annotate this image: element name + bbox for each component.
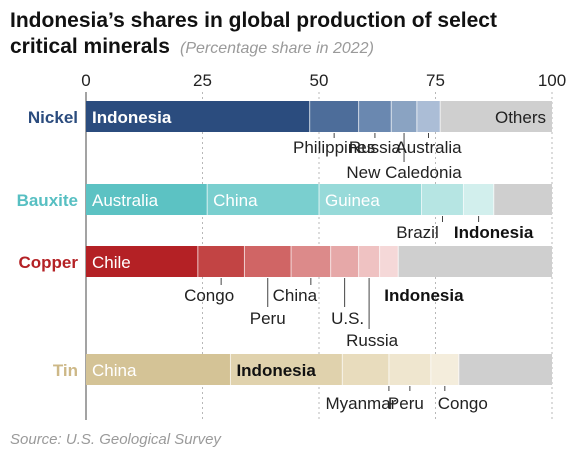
chart-title-line2: critical minerals: [10, 35, 170, 58]
bar-segment-nickel-russia: [358, 101, 392, 132]
chart-subtitle: (Percentage share in 2022): [180, 40, 374, 57]
bar-segment-tin-indonesia: [230, 354, 343, 385]
segment-label-bauxite-guinea: Guinea: [325, 191, 380, 210]
x-tick-labels: 0 25 50 75 100: [81, 71, 566, 90]
bar-segment-bauxite-others: [493, 184, 552, 215]
bar-segment-copper-indonesia: [379, 246, 399, 277]
bar-segment-copper-u-s: [330, 246, 359, 277]
callout-label-copper-congo: Congo: [184, 286, 234, 305]
bar-segment-tin-others: [458, 354, 552, 385]
callout-label-copper-russia: Russia: [346, 331, 399, 350]
bar-segment-nickel-new-caledonia: [391, 101, 417, 132]
bars: [86, 101, 552, 385]
segment-label-tin-china: China: [92, 361, 137, 380]
segment-label-bauxite-china: China: [213, 191, 258, 210]
bar-segment-bauxite-china: [207, 184, 319, 215]
segment-label-nickel-others: Others: [495, 108, 546, 127]
bar-segment-copper-russia: [358, 246, 380, 277]
callout-label-copper-peru: Peru: [250, 309, 286, 328]
x-tick-label-25: 25: [193, 71, 212, 90]
callout-label-copper-indonesia: Indonesia: [384, 286, 464, 305]
callout-label-nickel-new-caledonia: New Caledonia: [346, 163, 462, 182]
callout-label-tin-congo: Congo: [438, 394, 488, 413]
bar-segment-copper-peru: [244, 246, 292, 277]
source-note: Source: U.S. Geological Survey: [10, 431, 222, 448]
bar-segment-bauxite-guinea: [319, 184, 422, 215]
x-tick-label-0: 0: [81, 71, 90, 90]
chart-title-line1: Indonesia’s shares in global production …: [10, 9, 497, 32]
category-label-copper: Copper: [19, 253, 79, 272]
bar-segment-copper-china: [291, 246, 331, 277]
x-tick-label-100: 100: [538, 71, 566, 90]
bar-segment-nickel-indonesia: [86, 101, 310, 132]
bar-segment-tin-myanmar: [342, 354, 389, 385]
bar-segment-bauxite-indonesia: [463, 184, 494, 215]
segment-label-copper-chile: Chile: [92, 253, 131, 272]
callout-label-bauxite-indonesia: Indonesia: [454, 223, 534, 242]
bar-segment-tin-china: [86, 354, 231, 385]
callout-label-nickel-philippines: Philippines: [293, 138, 375, 157]
callout-label-nickel-australia: Australia: [395, 138, 462, 157]
segment-label-tin-indonesia: Indonesia: [236, 361, 316, 380]
x-tick-label-75: 75: [426, 71, 445, 90]
bar-segment-tin-congo: [430, 354, 459, 385]
bar-segment-copper-congo: [197, 246, 245, 277]
category-label-nickel: Nickel: [28, 108, 78, 127]
callout-label-nickel-russia: Russia: [349, 138, 402, 157]
category-label-bauxite: Bauxite: [17, 191, 78, 210]
callout-label-copper-china: China: [273, 286, 318, 305]
callout-label-tin-peru: Peru: [388, 394, 424, 413]
bar-segment-copper-others: [398, 246, 552, 277]
bar-segment-nickel-australia: [416, 101, 441, 132]
bar-segment-copper-chile: [86, 246, 198, 277]
x-tick-label-50: 50: [310, 71, 329, 90]
bar-segment-bauxite-australia: [86, 184, 208, 215]
bar-segment-tin-peru: [388, 354, 431, 385]
callout-label-copper-u-s: U.S.: [331, 309, 364, 328]
bar-segment-nickel-others: [440, 101, 552, 132]
segment-label-bauxite-australia: Australia: [92, 191, 159, 210]
callout-label-bauxite-brazil: Brazil: [396, 223, 439, 242]
category-label-tin: Tin: [53, 361, 78, 380]
bar-segment-nickel-philippines: [309, 101, 359, 132]
segment-label-nickel-indonesia: Indonesia: [92, 108, 172, 127]
bar-segment-bauxite-brazil: [421, 184, 464, 215]
callout-label-tin-myanmar: Myanmar: [325, 394, 396, 413]
